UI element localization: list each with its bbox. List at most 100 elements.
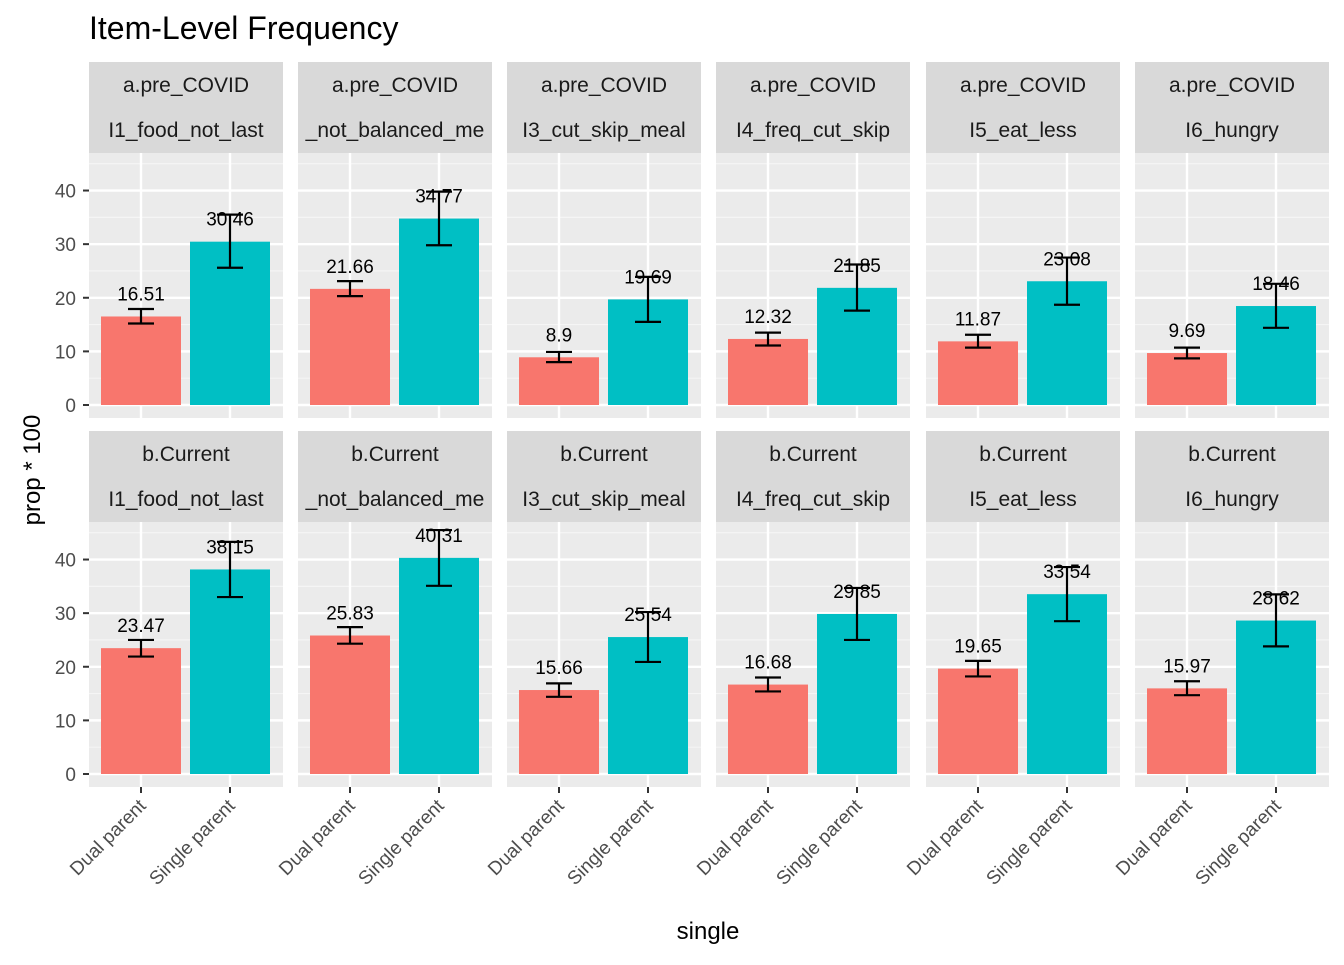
bar-single-parent xyxy=(190,569,270,774)
y-tick-label: 30 xyxy=(55,235,76,256)
facet-strip xyxy=(89,431,283,522)
facet-panel: b.Current I5_eat_less 19.65 33.54 Dual paren… xyxy=(903,431,1120,890)
facet-panel: b.Current I4_freq_cut_skip 16.68 29.85 Dual … xyxy=(693,431,910,890)
facet-row-label: a.pre_COVID xyxy=(1169,74,1295,97)
bar-single-parent xyxy=(190,241,270,405)
x-tick-label: Dual parent xyxy=(903,795,988,880)
x-tick-label: Single parent xyxy=(564,795,659,890)
facet-row-label: a.pre_COVID xyxy=(123,74,249,97)
facet-col-label: I1_food_not_last xyxy=(108,488,263,511)
error-bar xyxy=(635,610,661,664)
facet-panel: b.Current I6_hungry 15.97 28.62 Dual parentS… xyxy=(1112,431,1329,890)
facet-strip xyxy=(89,62,283,153)
facet-strip-labels: a.pre_COVID I5_eat_less xyxy=(960,74,1086,142)
facet-strip xyxy=(1135,431,1329,522)
data-label: 12.32 xyxy=(744,307,792,328)
data-label: 25.83 xyxy=(326,604,374,625)
data-label: 40.31 xyxy=(415,526,463,547)
y-tick-label: 20 xyxy=(55,289,76,310)
y-axis-title: prop * 100 xyxy=(19,415,46,526)
facet-col-label: I5_eat_less xyxy=(969,119,1076,142)
data-label: 21.85 xyxy=(833,256,881,277)
error-bar xyxy=(217,213,243,269)
error-bar xyxy=(426,190,452,247)
facet-row-label: b.Current xyxy=(979,443,1067,466)
error-bar xyxy=(337,625,363,645)
facet-strip xyxy=(507,431,701,522)
facet-strip xyxy=(926,431,1120,522)
x-axis-title: single xyxy=(677,918,740,945)
facet-strip-labels: b.Current I6_hungry xyxy=(1185,443,1279,511)
x-tick-label: Dual parent xyxy=(66,795,151,880)
x-tick-label: Dual parent xyxy=(484,795,569,880)
facet-panel: b.Current I3_cut_skip_meal 15.66 25.54 Dual … xyxy=(484,431,701,890)
bar-dual-parent xyxy=(728,684,808,774)
facet-panel: b.Current _not_balanced_me 25.83 40.31 Dual … xyxy=(275,431,492,890)
facet-col-label: I4_freq_cut_skip xyxy=(736,119,890,142)
error-bar xyxy=(1174,680,1200,697)
error-bar xyxy=(965,659,991,678)
x-tick-label: Single parent xyxy=(1192,795,1287,890)
error-bar xyxy=(337,280,363,298)
x-tick-label: Single parent xyxy=(773,795,868,890)
facet-col-label: I5_eat_less xyxy=(969,488,1076,511)
facet-strip-labels: b.Current I1_food_not_last xyxy=(108,443,263,511)
error-bar xyxy=(1263,593,1289,648)
data-label: 23.08 xyxy=(1043,249,1091,270)
y-tick-label: 30 xyxy=(55,604,76,625)
facet-col-label: I6_hungry xyxy=(1185,119,1279,142)
facet-col-label: _not_balanced_me xyxy=(305,119,485,142)
bar-dual-parent xyxy=(938,341,1018,405)
facet-strip-labels: b.Current I3_cut_skip_meal xyxy=(522,443,685,511)
x-tick-label: Single parent xyxy=(983,795,1078,890)
x-tick-label: Dual parent xyxy=(1112,795,1197,880)
facet-strip xyxy=(716,62,910,153)
data-label: 16.68 xyxy=(744,653,792,674)
facet-strip-labels: a.pre_COVID I1_food_not_last xyxy=(108,74,263,142)
y-tick-label: 0 xyxy=(65,765,76,786)
bar-dual-parent xyxy=(728,338,808,405)
data-label: 23.47 xyxy=(117,616,165,637)
facet-strip xyxy=(1135,62,1329,153)
bar-single-parent xyxy=(399,218,479,405)
bar-dual-parent xyxy=(310,288,390,405)
facet-strip-labels: a.pre_COVID I3_cut_skip_meal xyxy=(522,74,685,142)
data-label: 11.87 xyxy=(955,309,1001,330)
facet-strip xyxy=(926,62,1120,153)
y-tick-label: 10 xyxy=(55,342,76,363)
error-bar xyxy=(1174,346,1200,360)
data-label: 21.66 xyxy=(326,257,374,278)
bar-dual-parent xyxy=(1147,353,1227,405)
data-label: 38.15 xyxy=(206,537,254,558)
bar-dual-parent xyxy=(1147,688,1227,774)
chart-title: Item-Level Frequency xyxy=(89,10,398,46)
facet-strip-labels: a.pre_COVID _not_balanced_me xyxy=(305,74,485,142)
facet-strip-labels: b.Current _not_balanced_me xyxy=(305,443,485,511)
y-tick-label: 40 xyxy=(55,182,76,203)
error-bar xyxy=(128,307,154,325)
facet-row-label: a.pre_COVID xyxy=(960,74,1086,97)
data-label: 19.65 xyxy=(954,637,1002,658)
facet-strip-labels: b.Current I5_eat_less xyxy=(969,443,1076,511)
data-label: 29.85 xyxy=(833,582,881,603)
data-label: 9.69 xyxy=(1169,321,1206,342)
y-tick-label: 20 xyxy=(55,658,76,679)
facet-strip xyxy=(716,431,910,522)
facet-row-label: b.Current xyxy=(1188,443,1276,466)
data-label: 34.77 xyxy=(415,187,463,208)
y-tick-label: 10 xyxy=(55,711,76,732)
data-label: 8.9 xyxy=(546,325,572,346)
facet-row-label: b.Current xyxy=(351,443,439,466)
data-label: 15.66 xyxy=(535,658,583,679)
bar-dual-parent xyxy=(101,648,181,774)
error-bar xyxy=(128,638,154,658)
facet-col-label: I1_food_not_last xyxy=(108,119,263,142)
facet-panels: a.pre_COVID I1_food_not_last 16.51 30.46 0 10… xyxy=(55,62,1329,890)
x-tick-label: Single parent xyxy=(146,795,241,890)
x-tick-label: Dual parent xyxy=(275,795,360,880)
facet-col-label: _not_balanced_me xyxy=(305,488,485,511)
facet-row-label: b.Current xyxy=(142,443,230,466)
error-bar xyxy=(965,333,991,349)
bar-dual-parent xyxy=(310,635,390,774)
error-bar xyxy=(844,586,870,642)
